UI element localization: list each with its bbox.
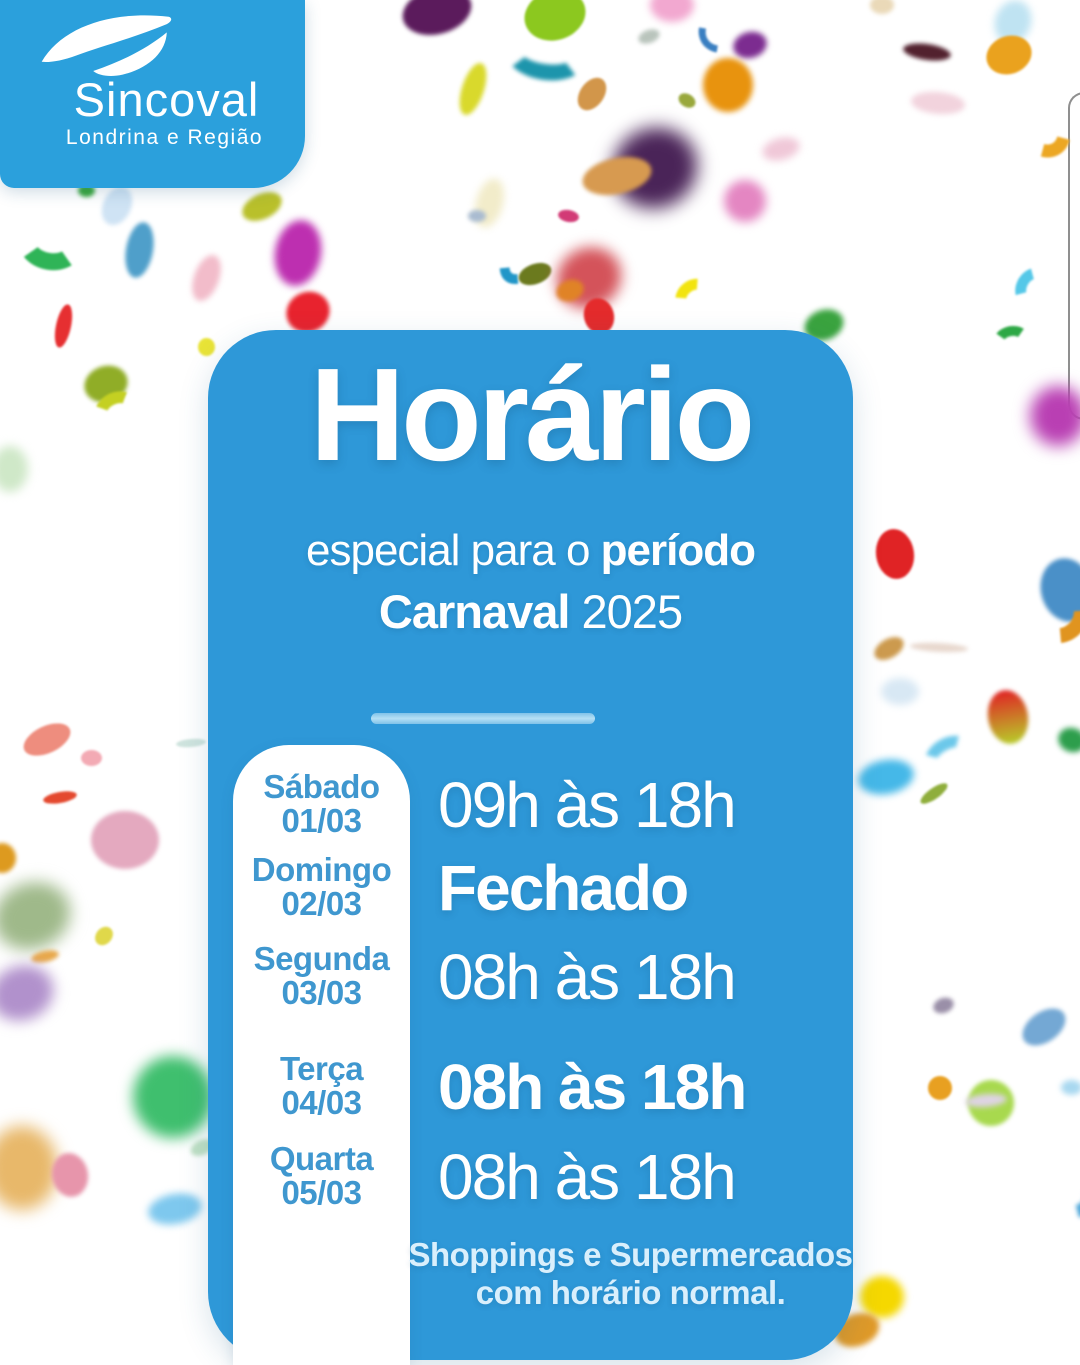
confetti-piece [81,750,102,766]
confetti-piece [636,26,662,47]
card-subtitle: especial para o período [208,526,853,576]
confetti-piece [501,24,591,86]
logo-wordmark: Sincoval [73,73,260,126]
days-panel [233,745,410,1365]
confetti-piece [0,956,62,1030]
day-name: Terça [279,1050,364,1087]
confetti-piece [872,526,918,582]
time-saturday: 09h às 18h [438,769,737,841]
day-label-wednesday: Quarta 05/03 [233,1142,410,1210]
confetti-piece [1012,97,1080,167]
card-subtitle-2: Carnaval 2025 [208,584,853,639]
day-label-monday: Segunda 03/03 [233,942,410,1010]
confetti-piece [909,641,969,654]
confetti-piece [917,779,951,808]
confetti-piece [0,1126,58,1210]
confetti-piece [186,251,227,305]
confetti-piece [881,678,919,705]
footer-line2: com horário normal. [475,1274,786,1311]
confetti-piece [1061,1080,1080,1095]
time-tuesday: 08h às 18h [438,1051,747,1123]
confetti-piece [1030,386,1080,446]
time-wednesday: 08h às 18h [438,1141,737,1213]
confetti-piece [454,59,492,119]
confetti-piece [855,755,917,799]
day-name: Domingo [251,851,392,888]
confetti-piece [0,843,16,873]
confetti-piece [468,210,486,222]
confetti-piece [557,208,580,224]
confetti-piece [91,923,117,949]
day-date: 04/03 [281,1084,362,1121]
confetti-piece [237,186,287,227]
confetti-piece [667,271,721,323]
confetti-piece [910,89,966,117]
confetti-piece [571,72,613,116]
confetti-piece [13,210,89,276]
confetti-piece [18,716,76,763]
subtitle-event-year: 2025 [569,585,684,638]
confetti-piece [198,338,215,356]
day-label-tuesday: Terça 04/03 [233,1052,410,1120]
logo-tagline: Londrina e Região [65,126,264,149]
confetti-piece [397,0,477,43]
confetti-piece [121,220,158,280]
confetti-piece [703,58,753,112]
day-date: 02/03 [281,885,362,922]
confetti-piece [0,871,80,961]
confetti-piece [469,175,510,231]
day-date: 05/03 [281,1174,362,1211]
confetti-piece [990,322,1034,362]
confetti-piece [51,302,76,350]
confetti-piece [870,0,894,14]
confetti-piece [133,1056,213,1138]
footer-note: Shoppings e Supermercados com horário no… [408,1236,853,1312]
day-date: 03/03 [281,974,362,1011]
confetti-piece [860,1276,904,1318]
confetti-piece [650,0,694,22]
subtitle-event-name: Carnaval [378,585,571,638]
day-name: Sábado [263,768,380,805]
confetti-piece [269,216,327,290]
confetti-piece [42,789,78,806]
footer-line1: Shoppings e Supermercados [408,1236,853,1273]
subtitle-prefix: especial para o [306,526,601,575]
schedule-card: Horário especial para o período Carnaval… [208,330,853,1365]
confetti-piece [759,133,803,165]
confetti-piece [675,90,699,111]
confetti-piece [95,181,139,231]
confetti-piece [1015,1000,1073,1054]
confetti-piece [931,994,956,1017]
confetti-piece [724,180,766,222]
feather-swoosh-icon [41,15,172,76]
confetti-piece [0,446,28,492]
confetti-piece [917,727,979,783]
sincoval-logo-badge: Sincoval Londrina e Região [0,0,305,188]
confetti-piece [980,29,1038,81]
confetti-piece [983,686,1033,748]
confetti-piece [91,811,159,869]
confetti-piece [1054,723,1080,757]
confetti-piece [870,632,908,665]
confetti-piece [902,40,952,64]
day-date: 01/03 [281,802,362,839]
confetti-piece [175,737,207,749]
time-sunday: Fechado [438,852,689,924]
divider [371,713,595,724]
day-name: Quarta [269,1140,374,1177]
subtitle-bold-word: período [600,526,756,575]
confetti-piece [1035,1157,1080,1229]
confetti-piece [145,1189,205,1229]
confetti-piece [928,1076,952,1100]
day-label-sunday: Domingo 02/03 [233,853,410,921]
confetti-piece [1007,260,1061,316]
day-label-saturday: Sábado 01/03 [233,770,410,838]
time-monday: 08h às 18h [438,941,737,1013]
confetti-piece [30,948,60,965]
card-title: Horário [309,341,755,488]
day-name: Segunda [253,940,390,977]
